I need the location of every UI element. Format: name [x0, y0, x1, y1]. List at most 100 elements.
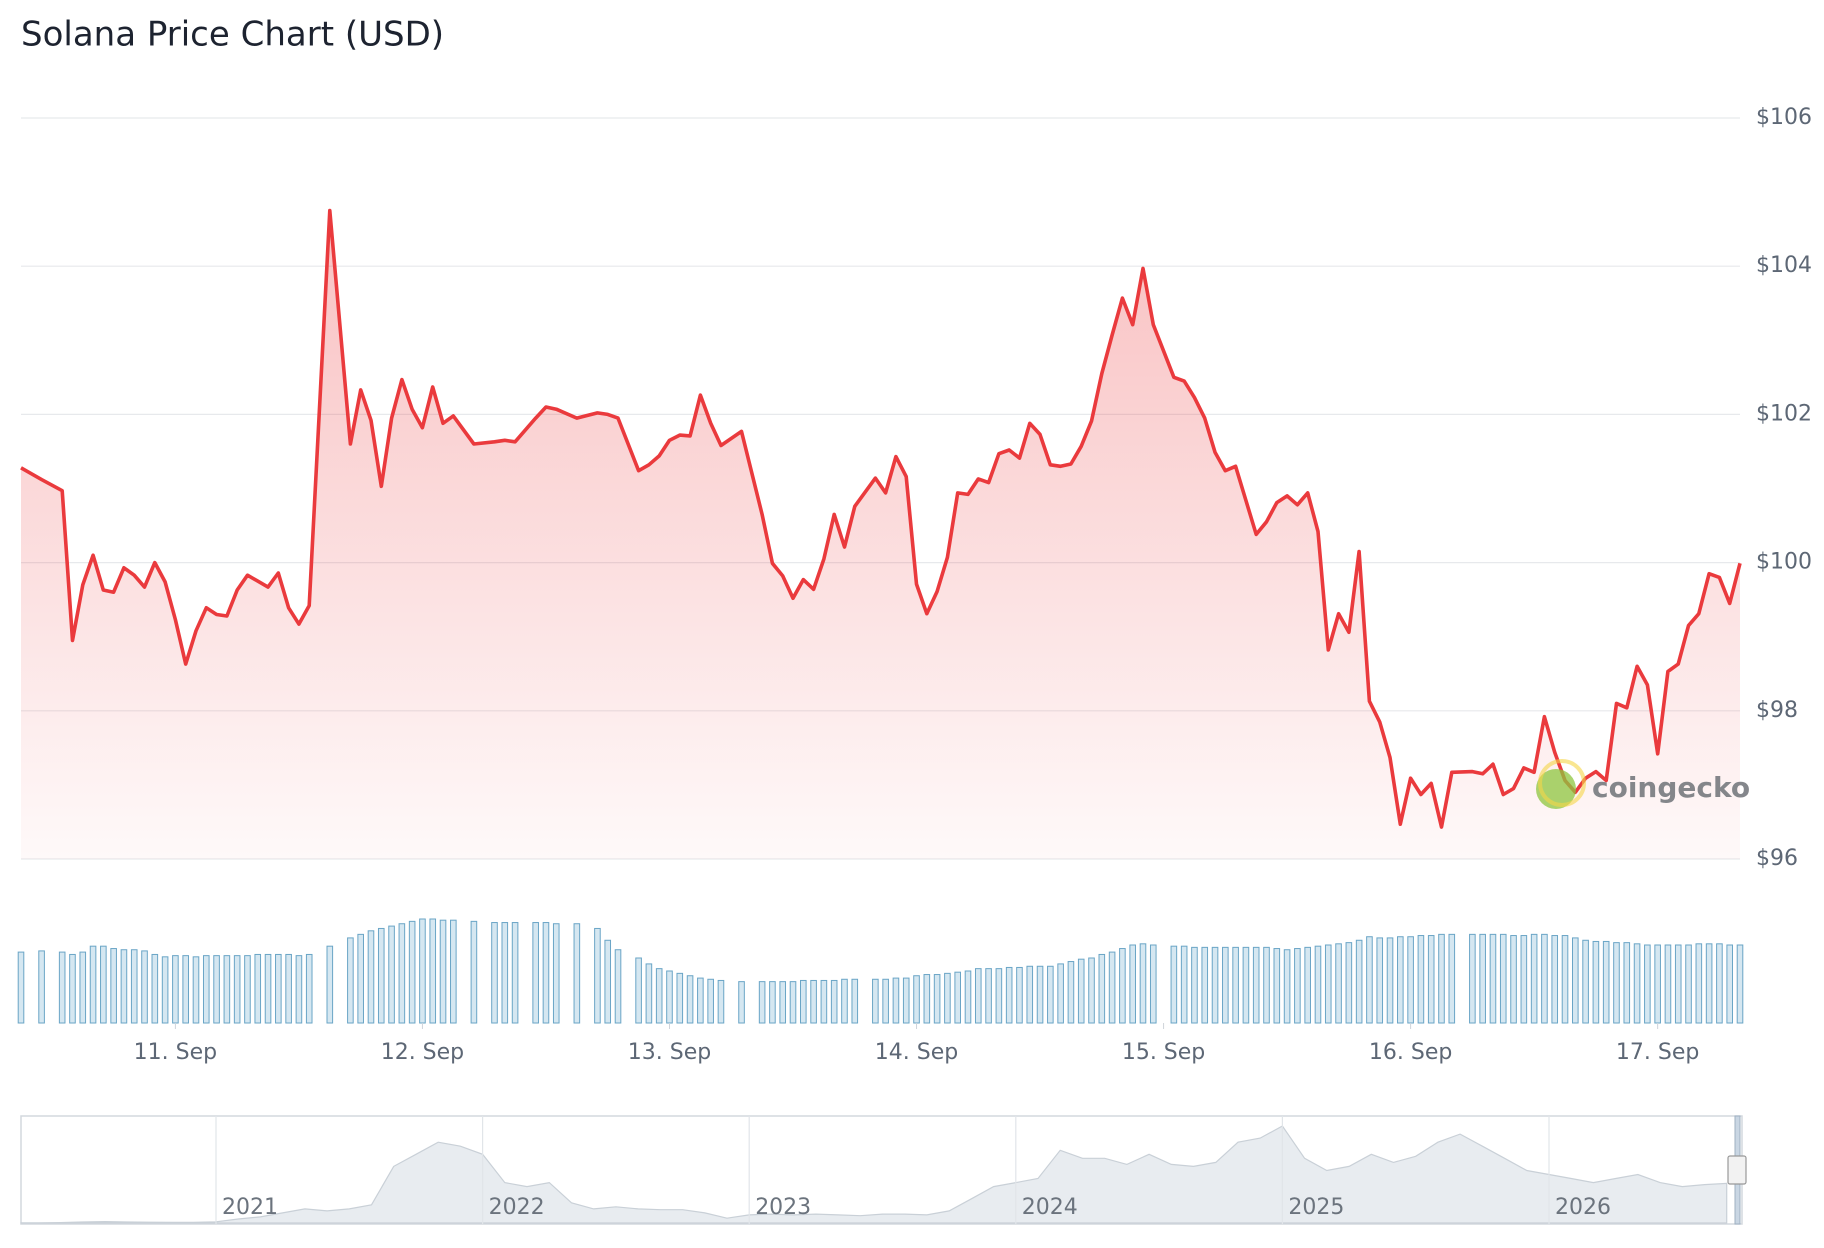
volume-bar: [820, 979, 828, 1024]
volume-bar: [1129, 944, 1136, 1024]
volume-bar: [1551, 935, 1559, 1024]
volume-bar: [38, 950, 45, 1024]
volume-bar: [1427, 935, 1435, 1024]
navigator-handle[interactable]: [1727, 1155, 1747, 1185]
volume-bar: [1273, 948, 1281, 1024]
volume-bar: [789, 981, 797, 1024]
volume-bar: [1561, 935, 1569, 1024]
volume-bar: [799, 979, 807, 1024]
volume-bar: [594, 927, 601, 1024]
volume-bar: [1572, 937, 1579, 1024]
volume-bar: [254, 953, 262, 1024]
volume-bar: [1324, 944, 1332, 1024]
volume-bar: [388, 925, 395, 1024]
volume-bar: [635, 957, 642, 1024]
volume-bar: [913, 975, 920, 1024]
volume-bar: [1520, 935, 1528, 1024]
y-tick-label: $96: [1756, 846, 1798, 871]
volume-bar: [130, 949, 138, 1024]
volume-bar: [738, 981, 745, 1024]
volume-bar: [511, 922, 519, 1024]
x-tick-label: 12. Sep: [381, 1040, 464, 1065]
volume-bar: [161, 956, 169, 1024]
volume-bar: [69, 953, 76, 1024]
volume-bar: [985, 968, 992, 1024]
volume-bar: [1726, 944, 1734, 1024]
watermark-logo-ring: [1538, 759, 1586, 807]
volume-bar: [1283, 949, 1291, 1024]
volume-bar: [1633, 943, 1641, 1024]
price-area: [21, 210, 1740, 860]
volume-bar: [1736, 944, 1744, 1024]
volume-bar: [1263, 946, 1270, 1024]
volume-bar: [233, 955, 241, 1024]
volume-bar: [58, 951, 66, 1024]
volume-bar: [1335, 943, 1342, 1024]
volume-bar: [367, 930, 375, 1024]
volume-bar: [532, 922, 539, 1024]
volume-bar: [408, 920, 416, 1024]
volume-bar: [1067, 961, 1075, 1024]
volume-bar: [501, 922, 509, 1024]
volume-bar: [944, 972, 951, 1024]
volume-bar: [151, 953, 159, 1024]
volume-bar: [1397, 936, 1404, 1024]
volume-bar: [1541, 933, 1548, 1024]
volume-bar: [1016, 966, 1023, 1024]
volume-bar: [1417, 935, 1425, 1024]
volume-bar: [686, 975, 694, 1024]
volume-bar: [1294, 948, 1301, 1024]
volume-bar: [882, 978, 889, 1024]
navigator-area: [20, 1125, 1728, 1224]
volume-bar: [1376, 937, 1384, 1024]
volume-bar: [1149, 944, 1157, 1024]
volume-bar: [295, 955, 303, 1024]
chart-title: Solana Price Chart (USD): [21, 15, 444, 55]
watermark: coingecko: [1536, 759, 1750, 809]
navigator-year-label: 2026: [1555, 1195, 1611, 1220]
volume-bar: [120, 949, 128, 1024]
volume-bar: [1108, 951, 1116, 1024]
y-tick-label: $102: [1756, 401, 1812, 426]
volume-bar: [614, 949, 622, 1024]
volume-bar: [810, 979, 817, 1024]
volume-bar: [1191, 946, 1198, 1024]
volume-bar: [1119, 948, 1126, 1024]
x-tick-label: 16. Sep: [1369, 1040, 1452, 1065]
volume-bar: [172, 955, 179, 1024]
volume-bar: [1489, 933, 1497, 1024]
y-tick-label: $100: [1756, 550, 1812, 575]
volume-bar: [1036, 965, 1044, 1024]
volume-bar: [192, 956, 200, 1024]
volume-bar: [676, 972, 684, 1024]
volume-bar: [377, 927, 385, 1024]
volume-bar: [1211, 946, 1219, 1024]
volume-bar: [1345, 942, 1353, 1024]
volume-bar: [707, 978, 714, 1024]
volume-bar: [1695, 943, 1703, 1024]
volume-bar: [213, 955, 220, 1024]
x-tick-label: 17. Sep: [1616, 1040, 1699, 1065]
volume-bar: [1654, 944, 1661, 1024]
volume-bar: [1407, 936, 1414, 1024]
volume-bar: [697, 977, 704, 1024]
y-tick-label: $106: [1756, 105, 1812, 130]
volume-bar: [264, 953, 272, 1024]
volume-bar: [1047, 965, 1054, 1024]
volume-bar: [1304, 946, 1311, 1024]
volume-bar: [1026, 965, 1034, 1024]
volume-bar: [1469, 933, 1476, 1024]
volume-bar: [100, 945, 107, 1024]
volume-bar: [326, 945, 334, 1024]
volume-bar: [1242, 946, 1250, 1024]
volume-bar: [933, 974, 941, 1024]
volume-bar: [964, 970, 972, 1024]
price-line: [20, 208, 1742, 829]
volume-bar: [347, 937, 354, 1024]
volume-bar: [1530, 933, 1538, 1024]
volume-bar: [552, 923, 560, 1024]
x-tick-label: 15. Sep: [1122, 1040, 1205, 1065]
volume-bar: [892, 977, 900, 1024]
